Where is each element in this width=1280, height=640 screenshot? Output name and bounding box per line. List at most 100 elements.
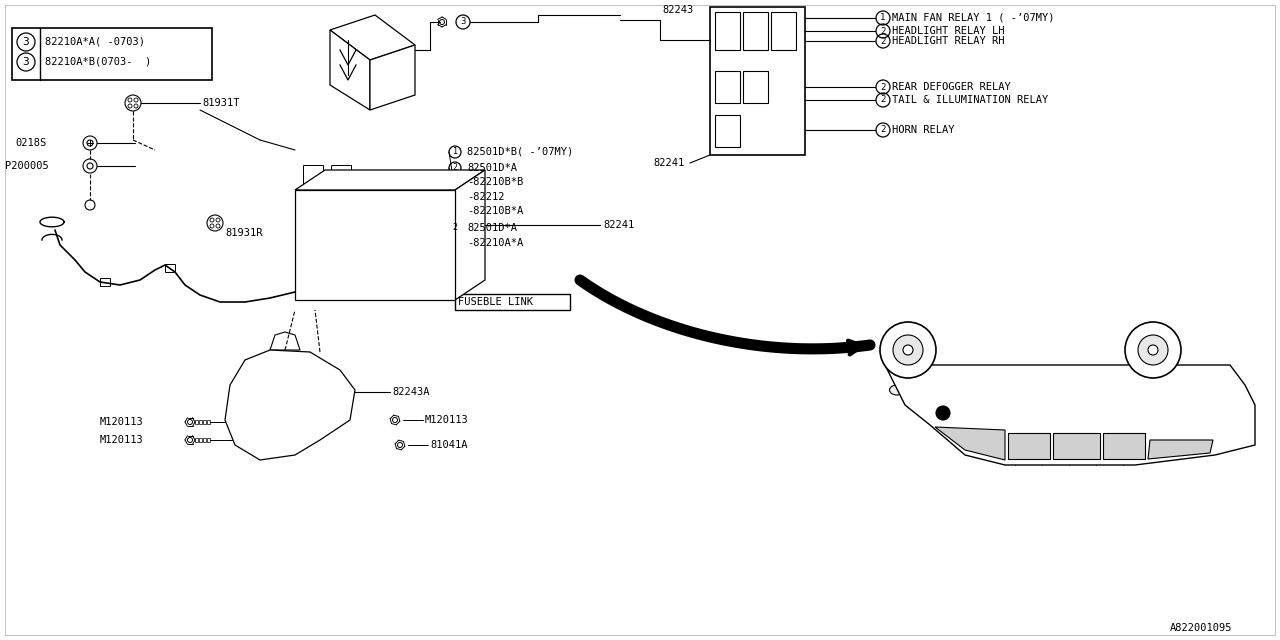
Bar [364, 202, 383, 218]
Text: 0218S: 0218S [15, 138, 46, 148]
Circle shape [296, 376, 305, 384]
Polygon shape [1103, 433, 1146, 459]
Polygon shape [934, 427, 1005, 460]
Bar [333, 274, 353, 290]
Polygon shape [1053, 433, 1100, 459]
Text: A822001095: A822001095 [1170, 623, 1233, 633]
Bar [303, 274, 323, 290]
Bar [771, 12, 796, 50]
Bar [303, 250, 323, 266]
Text: -82212: -82212 [467, 192, 504, 202]
Bar [303, 202, 323, 218]
Bar [198, 438, 202, 442]
Text: 82501D*B( -’07MY): 82501D*B( -’07MY) [467, 147, 573, 157]
Text: 2: 2 [881, 83, 886, 92]
Polygon shape [454, 170, 485, 300]
Text: 2: 2 [881, 36, 886, 45]
Circle shape [902, 345, 913, 355]
Bar [100, 278, 110, 286]
Text: 82243: 82243 [662, 5, 694, 15]
Text: M120113: M120113 [100, 435, 143, 445]
Bar [332, 165, 351, 195]
Text: P200005: P200005 [5, 161, 49, 171]
Bar [422, 274, 443, 290]
Bar [195, 420, 198, 424]
Bar [364, 250, 383, 266]
Polygon shape [294, 190, 454, 300]
Text: TAIL & ILLUMINATION RELAY: TAIL & ILLUMINATION RELAY [892, 95, 1048, 105]
Text: 82241: 82241 [653, 158, 685, 168]
Bar [195, 438, 198, 442]
Bar [422, 226, 443, 242]
Bar [333, 226, 353, 242]
Bar [716, 115, 740, 147]
Bar [364, 226, 383, 242]
Bar [422, 250, 443, 266]
Bar [454, 294, 570, 310]
Text: 82210A*A( -0703): 82210A*A( -0703) [45, 36, 145, 46]
Bar [204, 438, 206, 442]
Bar [198, 420, 202, 424]
Text: 2: 2 [881, 125, 886, 134]
Polygon shape [270, 332, 300, 350]
Polygon shape [225, 350, 355, 460]
Bar [393, 250, 413, 266]
Bar [393, 274, 413, 290]
Circle shape [261, 381, 269, 389]
Circle shape [87, 163, 93, 169]
Circle shape [893, 335, 923, 365]
Bar [303, 165, 323, 195]
Text: 82241: 82241 [603, 220, 635, 230]
Ellipse shape [890, 385, 905, 395]
Text: 3: 3 [23, 57, 29, 67]
Text: 2: 2 [881, 26, 886, 35]
Circle shape [881, 322, 936, 378]
Bar [165, 264, 175, 272]
Text: -82210A*A: -82210A*A [467, 238, 524, 248]
Polygon shape [1009, 433, 1050, 459]
Text: REAR DEFOGGER RELAY: REAR DEFOGGER RELAY [892, 82, 1011, 92]
Circle shape [936, 406, 950, 420]
Text: 2: 2 [453, 223, 457, 232]
Text: MAIN FAN RELAY 1 ( -’07MY): MAIN FAN RELAY 1 ( -’07MY) [892, 13, 1055, 23]
Text: 81041A: 81041A [430, 440, 467, 450]
Text: M120113: M120113 [100, 417, 143, 427]
Text: 2: 2 [881, 95, 886, 104]
Text: FUSEBLE LINK: FUSEBLE LINK [458, 297, 532, 307]
Bar [204, 420, 206, 424]
Text: HEADLIGHT RELAY RH: HEADLIGHT RELAY RH [892, 36, 1005, 46]
Polygon shape [1148, 440, 1213, 459]
Bar [422, 202, 443, 218]
Text: 82501D*A: 82501D*A [467, 163, 517, 173]
Text: -82210B*B: -82210B*B [467, 177, 524, 187]
Polygon shape [330, 30, 370, 110]
Text: 3: 3 [23, 37, 29, 47]
Bar [333, 202, 353, 218]
Bar [207, 420, 210, 424]
Circle shape [301, 426, 308, 434]
Text: -82210B*A: -82210B*A [467, 206, 524, 216]
Circle shape [1125, 322, 1181, 378]
Circle shape [1138, 335, 1169, 365]
Polygon shape [330, 15, 415, 60]
Text: 3: 3 [461, 17, 466, 26]
Polygon shape [294, 170, 485, 190]
Circle shape [264, 426, 273, 434]
Text: M120113: M120113 [425, 415, 468, 425]
Text: HEADLIGHT RELAY LH: HEADLIGHT RELAY LH [892, 26, 1005, 36]
Text: HORN RELAY: HORN RELAY [892, 125, 955, 135]
Text: 82210A*B(0703-  ): 82210A*B(0703- ) [45, 56, 151, 66]
Bar [710, 7, 805, 155]
Bar [742, 12, 768, 50]
Bar [742, 71, 768, 103]
Text: 2: 2 [453, 163, 457, 173]
Text: 81931T: 81931T [202, 98, 239, 108]
Bar [207, 438, 210, 442]
Bar [393, 202, 413, 218]
Bar [716, 12, 740, 50]
Text: 82243A: 82243A [392, 387, 430, 397]
Text: 1: 1 [453, 147, 457, 157]
Bar [303, 226, 323, 242]
Bar [333, 250, 353, 266]
Bar [393, 226, 413, 242]
